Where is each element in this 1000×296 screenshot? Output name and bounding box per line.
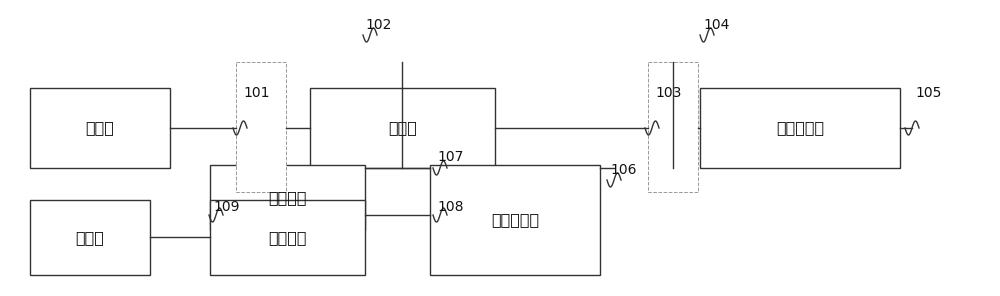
Text: 102: 102: [365, 18, 391, 32]
Bar: [210, 200, 365, 275]
Text: 106: 106: [610, 163, 637, 177]
Bar: [700, 88, 900, 168]
Text: 内燃机: 内燃机: [86, 120, 114, 136]
Bar: [236, 62, 286, 192]
Text: 105: 105: [915, 86, 941, 100]
Bar: [30, 200, 150, 275]
Bar: [430, 165, 600, 275]
Text: 104: 104: [703, 18, 729, 32]
Bar: [210, 165, 365, 230]
Text: 电动压缩机: 电动压缩机: [776, 120, 824, 136]
Text: 103: 103: [655, 86, 681, 100]
Text: 109: 109: [213, 200, 240, 214]
Bar: [648, 62, 698, 192]
Bar: [310, 88, 495, 168]
Text: 发电机: 发电机: [388, 120, 417, 136]
Bar: [30, 88, 170, 168]
Text: 101: 101: [243, 86, 270, 100]
Text: 变速器: 变速器: [76, 230, 104, 245]
Text: 108: 108: [437, 200, 464, 214]
Text: 功率转换器: 功率转换器: [491, 213, 539, 228]
Text: 动力电池: 动力电池: [268, 190, 307, 205]
Text: 107: 107: [437, 150, 463, 164]
Text: 动力电机: 动力电机: [268, 230, 307, 245]
